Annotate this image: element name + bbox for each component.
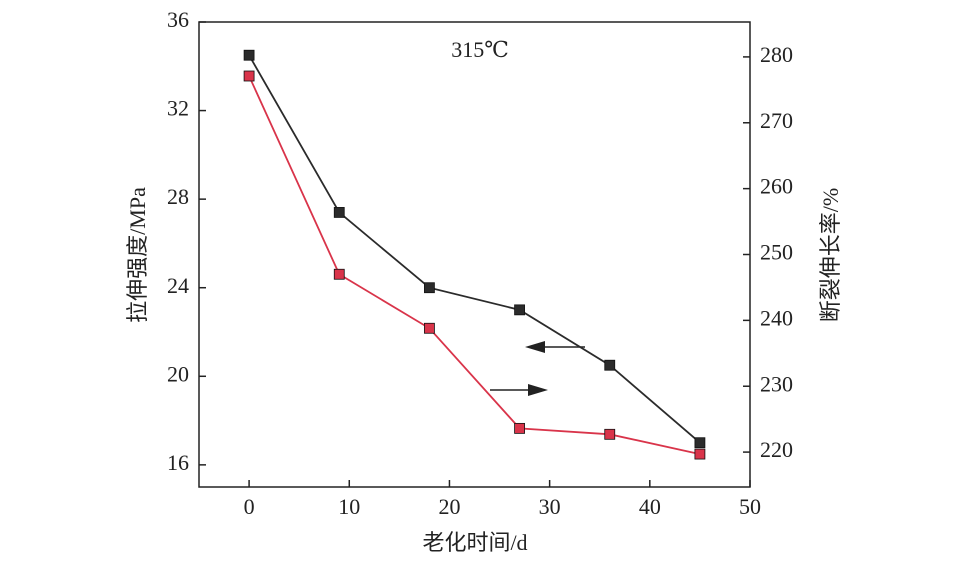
y2-tick-label: 280 [760,42,793,67]
arrow-left-head [525,341,545,353]
marker [514,422,525,434]
y-tick-label: 32 [167,96,189,121]
marker [424,322,435,334]
x-tick-label: 10 [338,494,360,519]
x-tick-label: 50 [739,494,761,519]
x-tick-label: 20 [438,494,460,519]
y2-tick-label: 220 [760,437,793,462]
marker [424,282,435,294]
x-tick-label: 30 [539,494,561,519]
y-tick-label: 28 [167,184,189,209]
y-tick-label: 36 [167,7,189,32]
x-tick-label: 40 [639,494,661,519]
marker [243,70,255,82]
y-axis-label: 拉伸强度/MPa [125,187,150,323]
y2-tick-label: 270 [760,108,793,133]
arrows [490,341,585,396]
arrow-right-head [528,384,548,396]
y2-tick-label: 260 [760,174,793,199]
marker [514,304,525,316]
y-tick-label: 24 [167,273,189,298]
y-tick-label: 20 [167,361,189,386]
y2-tick-label: 240 [760,305,793,330]
y2-axis-label: 断裂伸长率/% [818,188,843,322]
x-tick-label: 0 [244,494,255,519]
y2-tick-label: 250 [760,240,793,265]
marker [694,437,706,449]
marker [694,448,706,460]
series-line [248,54,701,444]
marker [333,268,345,280]
y-tick-label: 16 [167,450,189,475]
marker [604,428,616,440]
plot-frame [198,21,751,488]
annotation: 315℃ [451,37,509,62]
series-line [248,75,701,455]
x-axis-label: 老化时间/d [422,530,527,555]
marker [243,49,255,61]
marker [604,359,616,371]
y2-tick-label: 230 [760,371,793,396]
marker [333,207,345,218]
